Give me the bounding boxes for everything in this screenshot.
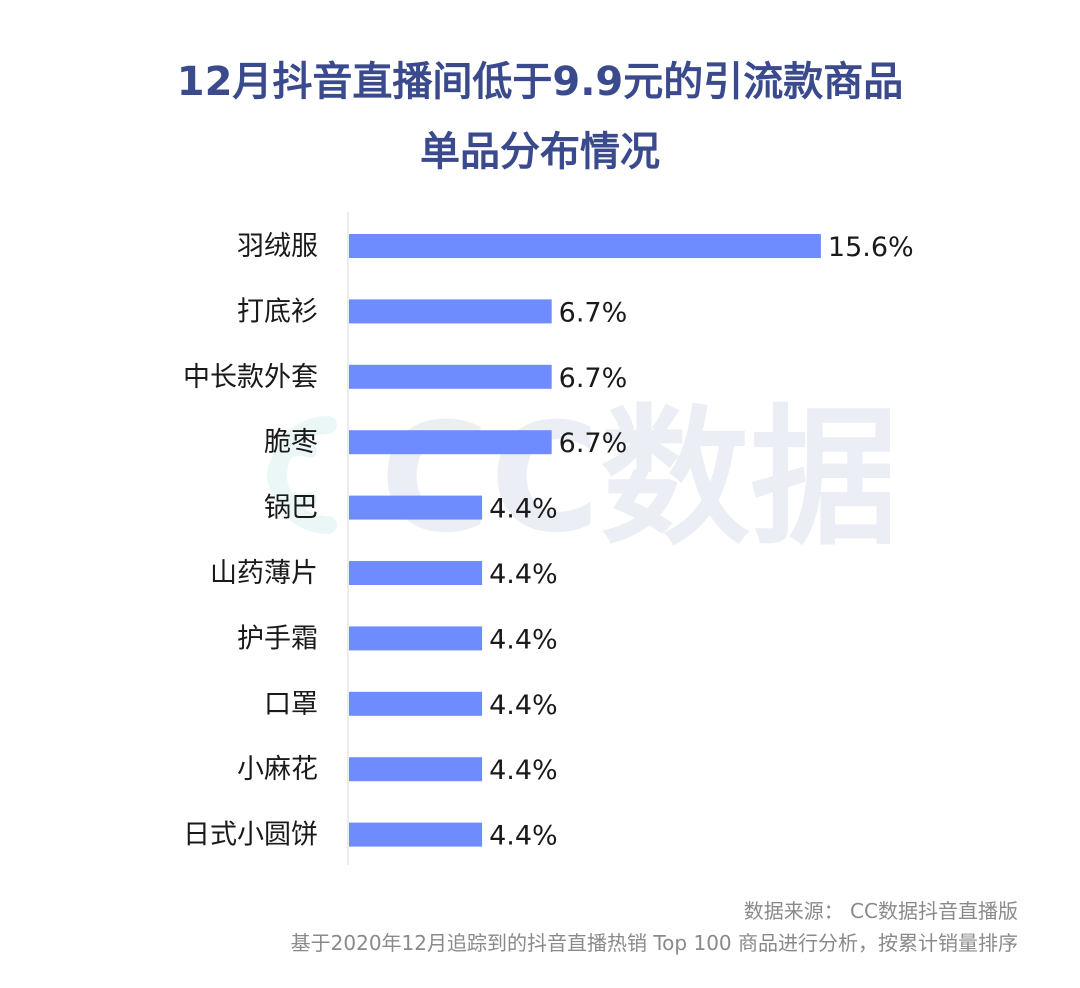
category-label: 口罩 [264, 689, 318, 720]
bar [349, 561, 483, 585]
bar [349, 299, 552, 324]
chart-title-line-2: 单品分布情况 [420, 129, 660, 175]
source-line-1: 数据来源： CC数据抖音直播版 [743, 899, 1018, 923]
value-label: 15.6% [828, 232, 914, 263]
value-label: 4.4% [489, 821, 558, 852]
watermark-text: CC数据 [380, 395, 890, 555]
value-label: 4.4% [489, 559, 558, 590]
category-label: 护手霜 [237, 623, 318, 654]
bar [349, 757, 483, 782]
bar [349, 626, 483, 651]
bar [349, 822, 483, 847]
source-line-2: 基于2020年12月追踪到的抖音直播热销 Top 100 商品进行分析，按累计销… [290, 931, 1018, 955]
value-label: 6.7% [559, 428, 628, 459]
value-label: 4.4% [489, 690, 558, 721]
bar [349, 234, 821, 258]
category-label: 日式小圆饼 [183, 820, 318, 851]
value-label: 6.7% [559, 363, 628, 394]
category-label: 脆枣 [264, 427, 318, 458]
category-label: 中长款外套 [183, 362, 318, 393]
category-label: 羽绒服 [237, 231, 318, 262]
value-label: 6.7% [559, 297, 628, 328]
value-label: 4.4% [489, 624, 558, 655]
watermark-logo: CC数据 [267, 395, 890, 555]
bar [349, 364, 552, 389]
bar [349, 691, 483, 716]
category-label: 小麻花 [237, 754, 318, 785]
value-label: 4.4% [489, 755, 558, 786]
chart-title-line-1: 12月抖音直播间低于9.9元的引流款商品 [176, 59, 904, 105]
value-label: 4.4% [489, 494, 558, 525]
bar [349, 495, 483, 520]
category-label: 打底衫 [237, 296, 318, 327]
bar [349, 430, 552, 455]
category-label: 山药薄片 [210, 558, 318, 589]
category-label: 锅巴 [264, 493, 318, 524]
